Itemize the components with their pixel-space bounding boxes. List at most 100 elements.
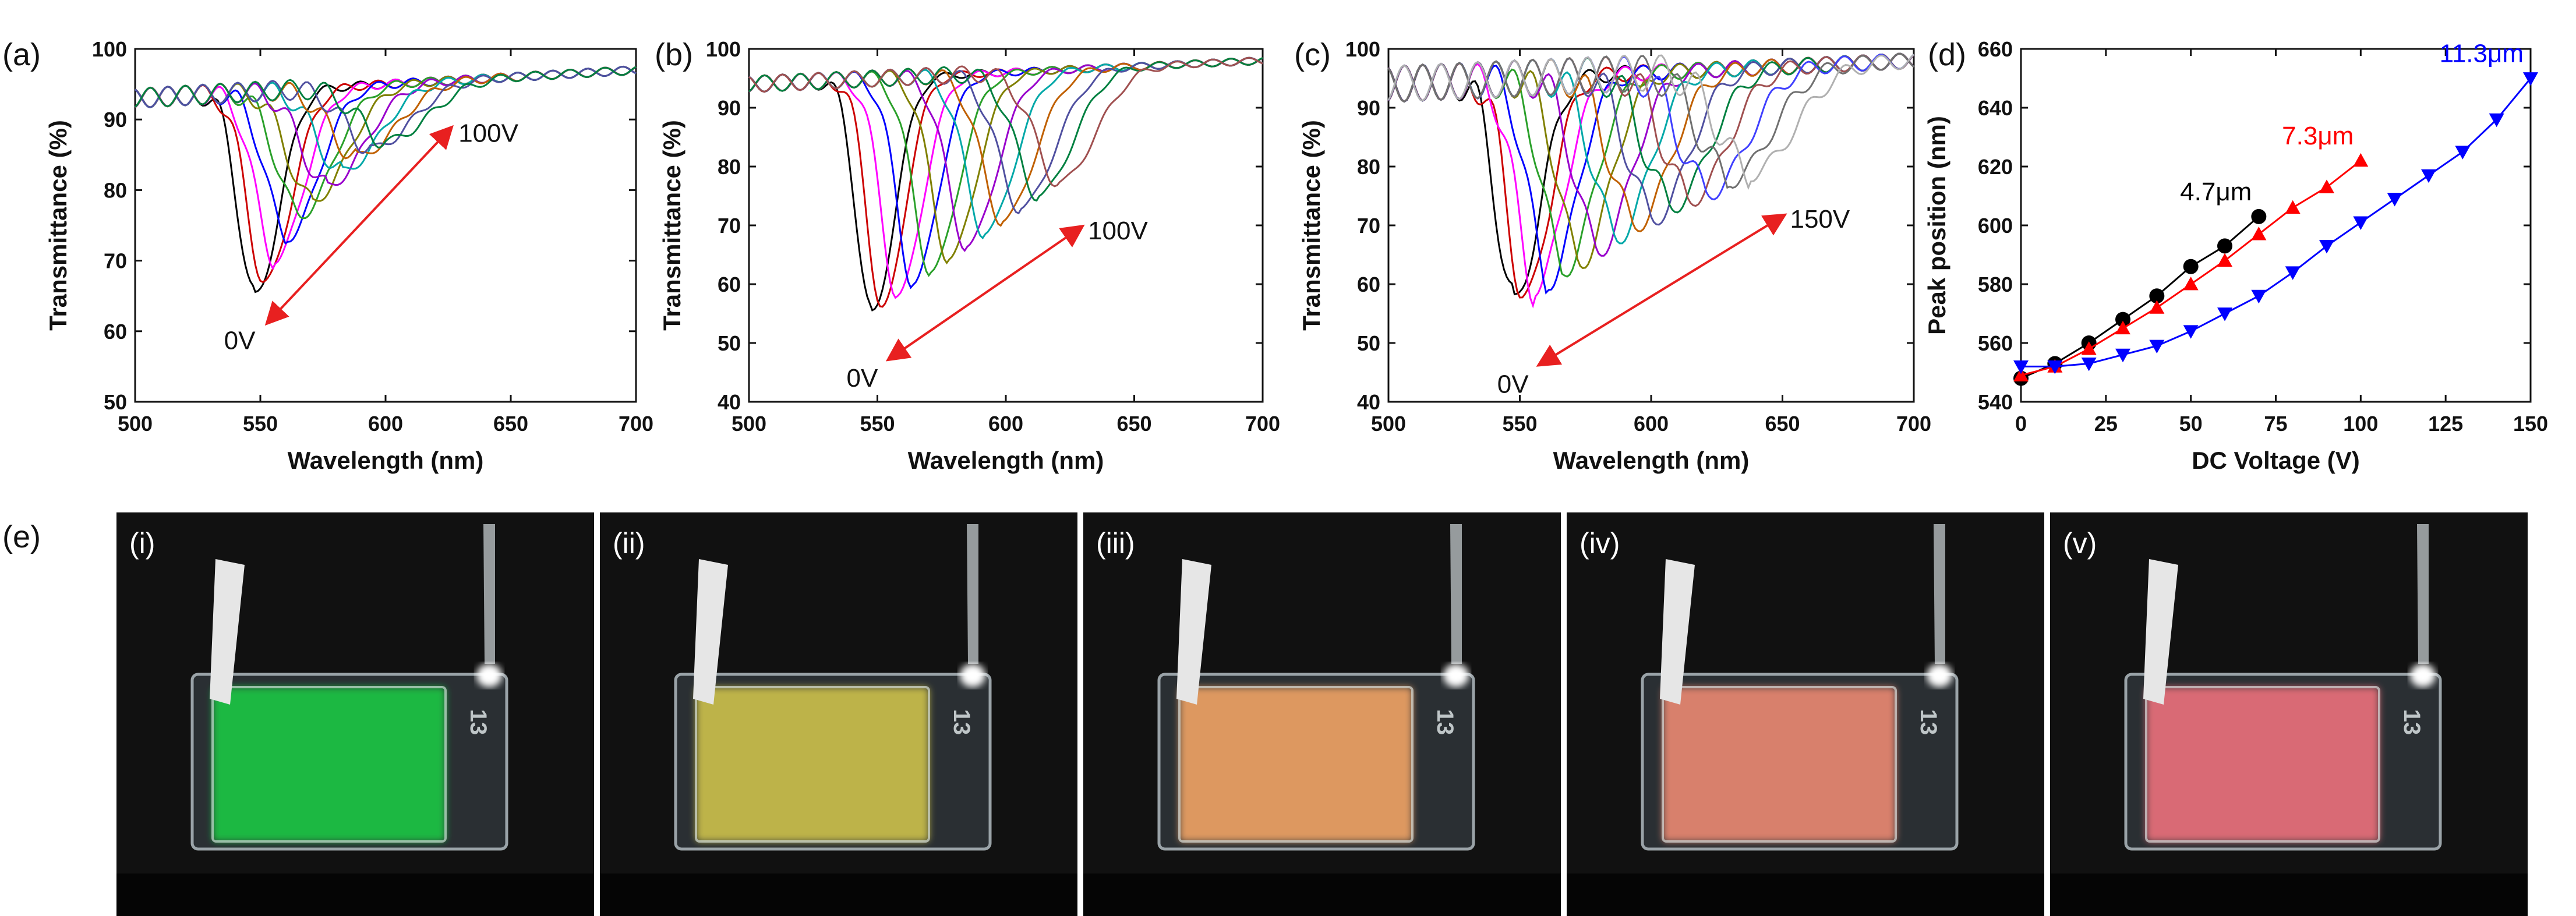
electrode-highlight: [2410, 664, 2436, 687]
y-tick-label: 560: [1978, 331, 2013, 355]
cell-number: 13: [1432, 709, 1458, 735]
x-axis-label: Wavelength (nm): [288, 447, 484, 474]
x-tick-label: 700: [619, 412, 653, 436]
x-tick-label: 550: [243, 412, 278, 436]
data-point: [2149, 288, 2165, 304]
y-tick-label: 50: [718, 331, 741, 355]
lc-cell-color: [1179, 687, 1412, 841]
y-tick-label: 70: [718, 214, 741, 238]
data-point: [2115, 312, 2130, 327]
x-tick-label: 550: [860, 412, 895, 436]
cell-number: 13: [2399, 709, 2425, 735]
x-tick-label: 600: [368, 412, 403, 436]
data-point: [2013, 360, 2029, 374]
data-point: [2285, 200, 2301, 214]
spectrum-curve-b-3: [748, 56, 1263, 289]
photo-stage-shadow: [116, 873, 594, 916]
y-tick-label: 100: [92, 37, 127, 61]
data-point: [2489, 113, 2504, 128]
data-point: [2183, 325, 2199, 339]
y-tick-label: 40: [1357, 390, 1380, 414]
data-point: [2217, 253, 2232, 267]
y-axis-label: Transmittance (%): [44, 120, 72, 331]
lc-cell-color: [213, 687, 446, 841]
spectrum-curve-b-10: [748, 57, 1263, 202]
y-tick-label: 50: [104, 390, 127, 414]
data-point: [2353, 153, 2369, 167]
y-axis-label: Transmittance (%): [1298, 120, 1325, 331]
photo-label: (iv): [1579, 527, 1620, 560]
cell-number: 13: [465, 709, 491, 735]
lc-cell-border: [2145, 686, 2380, 843]
data-point: [2183, 277, 2199, 291]
x-axis-label: Wavelength (nm): [908, 447, 1104, 474]
y-tick-label: 60: [718, 273, 741, 296]
y-tick-label: 70: [104, 249, 127, 273]
x-axis-label: Wavelength (nm): [1553, 447, 1750, 474]
lc-cell-color: [2146, 687, 2379, 841]
right-wire-electrode: [967, 524, 978, 664]
y-tick-label: 640: [1978, 96, 2013, 120]
electrode-highlight: [960, 664, 985, 687]
right-wire-electrode: [2417, 524, 2429, 664]
photo-3: 13 (iii): [1083, 512, 1561, 916]
x-tick-label: 650: [1116, 412, 1151, 436]
y-tick-label: 70: [1357, 214, 1380, 238]
spectrum-curve-b-0: [748, 57, 1263, 312]
data-point: [2183, 259, 2199, 274]
data-point: [2455, 146, 2471, 160]
photo-1: 13 (i): [116, 512, 594, 916]
spectrum-curve-a-1: [134, 65, 637, 284]
photo-stage-shadow: [600, 873, 1077, 916]
y-axis-label: Transmittance (%): [658, 120, 685, 331]
x-tick-label: 500: [118, 412, 153, 436]
photo-label: (i): [129, 527, 155, 560]
y-tick-label: 60: [1357, 273, 1380, 296]
y-tick-label: 660: [1978, 37, 2013, 61]
voltage-arrow: [264, 125, 454, 326]
chart-a: 500 550 600 650 700 50 60 70 80 90 100 Wavelength (…: [44, 37, 653, 474]
x-tick-label: 700: [1896, 412, 1931, 436]
data-point: [2353, 216, 2369, 230]
y-tick-label: 40: [718, 390, 741, 414]
photo-strip: 13 (i) 13 (ii) 13 (iii) 13 (iv) 13 (v): [116, 512, 2528, 916]
annotation-end: 150V: [1790, 205, 1850, 234]
x-tick-label: 150: [2513, 412, 2548, 436]
left-clip-electrode: [693, 559, 728, 705]
data-point: [2115, 320, 2130, 335]
voltage-arrow: [885, 224, 1085, 362]
x-tick-label: 600: [988, 412, 1023, 436]
lc-cell-border: [211, 686, 447, 843]
y-tick-label: 90: [104, 108, 127, 132]
y-tick-label: 50: [1357, 331, 1380, 355]
photo-label: (ii): [613, 527, 645, 560]
data-point: [2149, 339, 2165, 354]
photo-label: (v): [2063, 527, 2097, 560]
left-clip-electrode: [1176, 559, 1211, 705]
y-tick-label: 620: [1978, 155, 2013, 179]
spectrum-curve-a-10: [134, 66, 637, 148]
lc-cell-border: [1178, 686, 1414, 843]
x-tick-label: 25: [2094, 412, 2118, 436]
series-label-2: 11.3μm: [2440, 40, 2524, 68]
x-axis-label: DC Voltage (V): [2192, 447, 2360, 474]
photo-stage-shadow: [2050, 873, 2528, 916]
lc-cell-color: [696, 687, 929, 841]
x-tick-label: 50: [2179, 412, 2203, 436]
photo-stage-shadow: [1083, 873, 1561, 916]
panel-label-b: (b): [655, 37, 693, 72]
x-tick-label: 0: [2015, 412, 2027, 436]
lc-cell-border: [1662, 686, 1897, 843]
spectrum-curve-c-0: [1387, 53, 1915, 296]
series-label-1: 7.3μm: [2282, 122, 2354, 150]
right-wire-electrode: [1934, 524, 1945, 664]
panel-label-d: (d): [1928, 37, 1966, 72]
chart-b: 500 550 600 650 700 40 50 60 70 80 90 100 Wavelength…: [658, 37, 1280, 474]
photo-label: (iii): [1096, 527, 1135, 560]
data-point: [2421, 169, 2436, 183]
y-tick-label: 100: [1345, 37, 1380, 61]
spectrum-curve-a-0: [134, 66, 637, 293]
series-line-2: [2021, 77, 2532, 367]
